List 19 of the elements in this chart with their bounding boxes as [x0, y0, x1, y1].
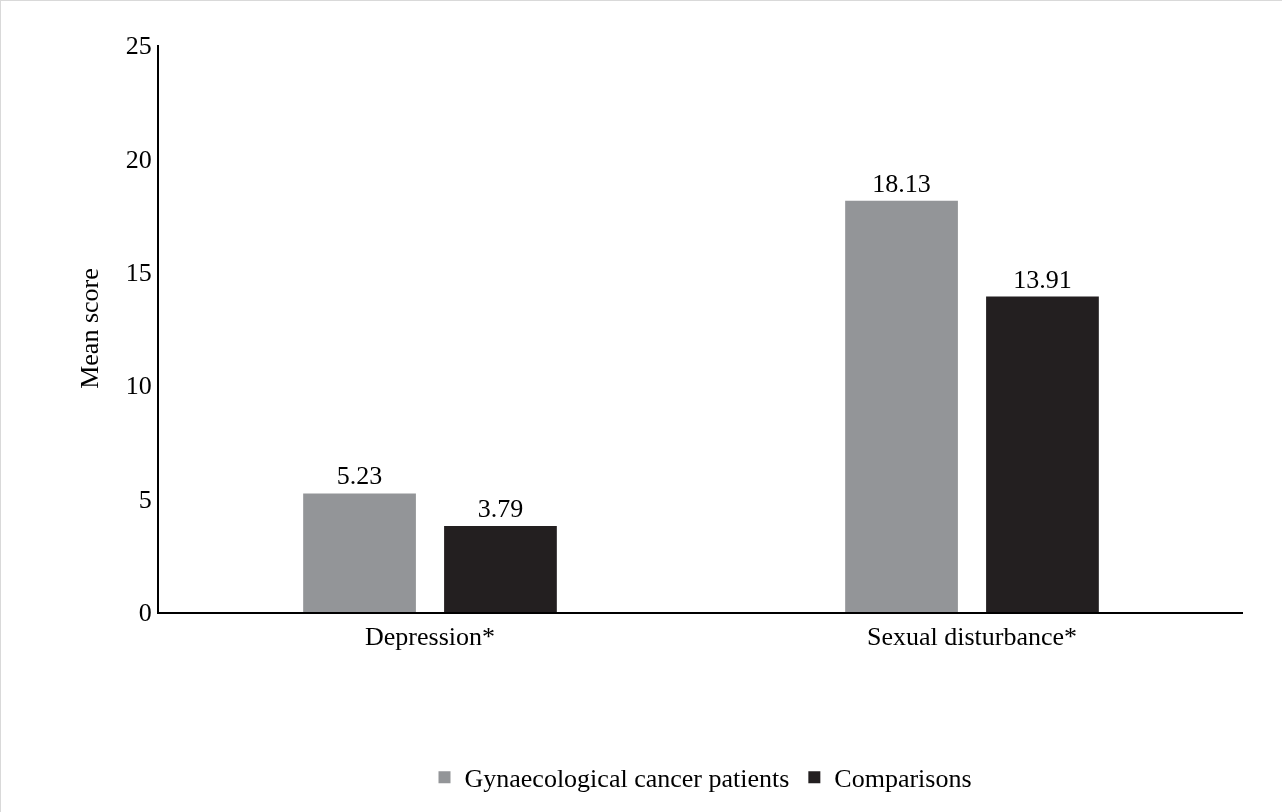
data-label: 5.23	[336, 461, 383, 491]
y-tick-label: 15	[125, 257, 152, 287]
y-tick-label: 10	[125, 371, 152, 401]
data-label: 13.91	[1013, 264, 1072, 294]
y-tick-label: 0	[138, 598, 152, 628]
bar	[986, 296, 1099, 612]
bar	[444, 526, 557, 612]
legend-label: Comparisons	[834, 764, 972, 794]
y-tick-label: 25	[125, 31, 152, 61]
x-tick-label: Sexual disturbance*	[866, 622, 1078, 652]
data-label: 3.79	[477, 494, 524, 524]
y-tick-label: 20	[125, 144, 152, 174]
data-label: 18.13	[872, 168, 931, 198]
bar	[845, 200, 958, 612]
x-tick-label: Depression*	[365, 622, 495, 652]
y-tick-label: 5	[138, 484, 152, 514]
legend-label: Gynaecological cancer patients	[464, 764, 790, 794]
bar	[303, 493, 416, 612]
y-axis-title: Mean score	[74, 268, 104, 389]
